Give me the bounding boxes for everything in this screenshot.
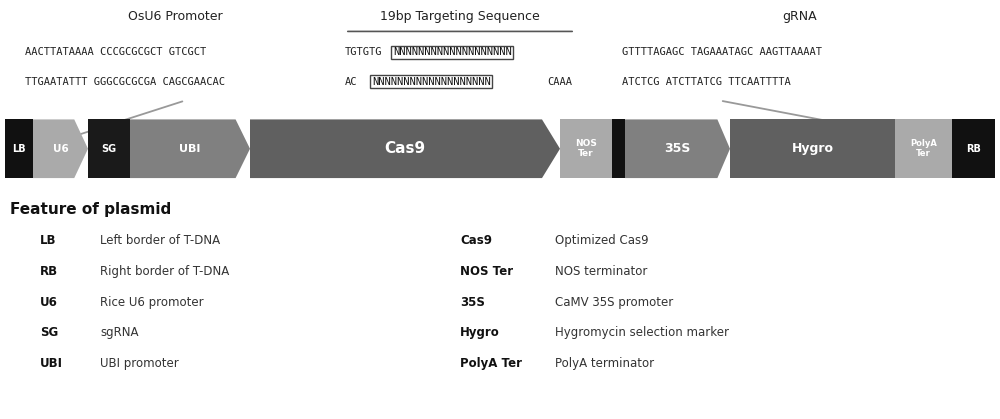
Text: TGTGTG: TGTGTG [345,47,382,57]
Text: SG: SG [40,326,58,339]
Text: PolyA Ter: PolyA Ter [460,357,522,370]
Text: Hygro: Hygro [460,326,500,339]
Text: Optimized Cas9: Optimized Cas9 [555,234,649,248]
Polygon shape [250,119,560,178]
Bar [612,119,625,178]
Text: Hygro: Hygro [792,142,834,155]
Text: NOS terminator: NOS terminator [555,265,647,278]
Text: UBI promoter: UBI promoter [100,357,179,370]
Polygon shape [33,119,88,178]
Text: NOS
Ter: NOS Ter [575,139,597,158]
Text: CaMV 35S promoter: CaMV 35S promoter [555,295,673,309]
Text: AACTTATAAAA CCCGCGCGCT GTCGCT: AACTTATAAAA CCCGCGCGCT GTCGCT [25,47,206,57]
Text: sgRNA: sgRNA [100,326,138,339]
Text: PolyA
Ter: PolyA Ter [910,139,937,158]
Text: 35S: 35S [460,295,485,309]
Text: UBI: UBI [40,357,63,370]
Text: AC: AC [345,77,358,87]
Text: 19bp Targeting Sequence: 19bp Targeting Sequence [380,10,540,23]
Text: Right border of T-DNA: Right border of T-DNA [100,265,229,278]
Text: U6: U6 [53,144,68,154]
Bar [730,119,895,178]
Text: Cas9: Cas9 [384,141,426,156]
Text: UBI: UBI [179,144,201,154]
Text: CAAA: CAAA [547,77,572,87]
Bar [560,119,612,178]
Text: LB: LB [12,144,26,154]
Bar [952,119,995,178]
Text: LB: LB [40,234,56,248]
Text: Feature of plasmid: Feature of plasmid [10,202,171,217]
Text: ATCTCG ATCTTATCG TTCAATTTTA: ATCTCG ATCTTATCG TTCAATTTTA [622,77,791,87]
Text: RB: RB [966,144,981,154]
Text: Hygromycin selection marker: Hygromycin selection marker [555,326,729,339]
Text: 35S: 35S [664,142,691,155]
Text: NOS Ter: NOS Ter [460,265,513,278]
Text: NNNNNNNNNNNNNNNNNNN: NNNNNNNNNNNNNNNNNNN [393,47,512,57]
Text: SG: SG [101,144,117,154]
Text: RB: RB [40,265,58,278]
Bar [5,119,33,178]
Bar [895,119,952,178]
Text: OsU6 Promoter: OsU6 Promoter [128,10,222,23]
Text: gRNA: gRNA [783,10,817,23]
Text: U6: U6 [40,295,58,309]
Bar [88,119,130,178]
Polygon shape [625,119,730,178]
Text: NNNNNNNNNNNNNNNNNNN: NNNNNNNNNNNNNNNNNNN [372,77,491,87]
Text: TTGAATATTT GGGCGCGCGA CAGCGAACAC: TTGAATATTT GGGCGCGCGA CAGCGAACAC [25,77,225,87]
Text: GTTTTAGAGC TAGAAATAGC AAGTTAAAAT: GTTTTAGAGC TAGAAATAGC AAGTTAAAAT [622,47,822,57]
Text: Rice U6 promoter: Rice U6 promoter [100,295,204,309]
Text: Left border of T-DNA: Left border of T-DNA [100,234,220,248]
Text: Cas9: Cas9 [460,234,492,248]
Polygon shape [130,119,250,178]
Text: PolyA terminator: PolyA terminator [555,357,654,370]
